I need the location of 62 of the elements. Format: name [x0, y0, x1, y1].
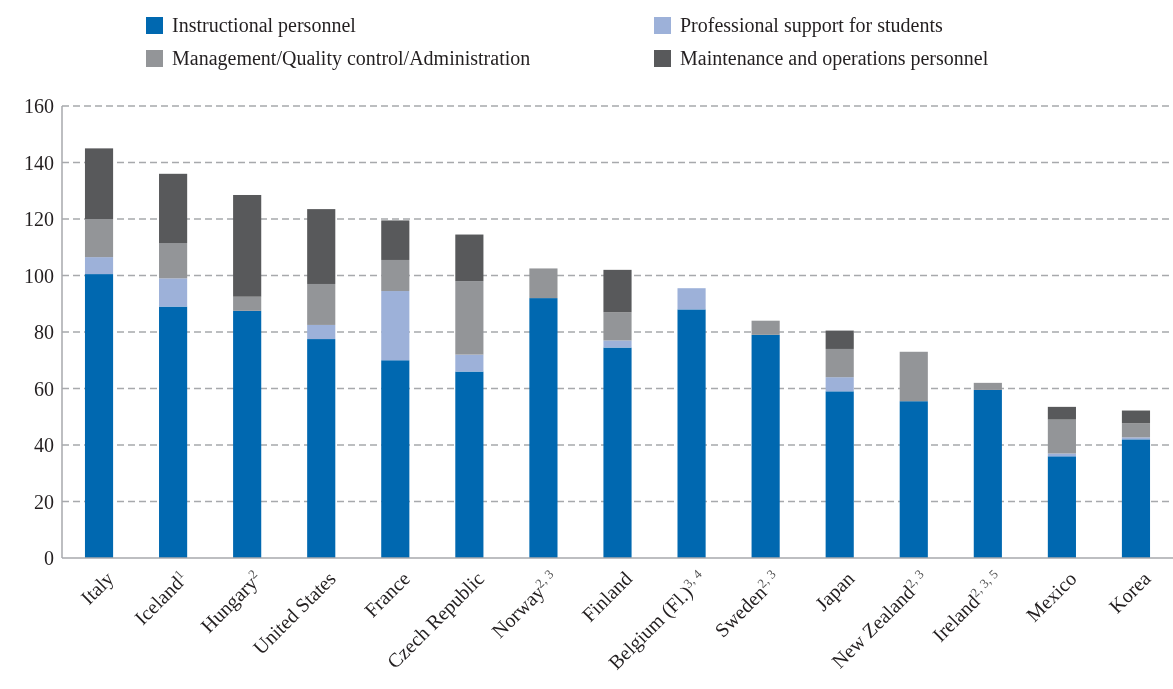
bar: [84, 148, 114, 219]
bar: [455, 234, 484, 282]
bar: [307, 339, 336, 558]
bar: [1047, 419, 1076, 454]
bar: [455, 281, 484, 355]
bar: [751, 320, 780, 335]
legend-label: Instructional personnel: [172, 14, 357, 37]
bar: [455, 354, 484, 372]
bar: [1047, 456, 1076, 558]
bar: [825, 330, 854, 349]
bar: [677, 309, 706, 558]
y-tick-label: 60: [34, 377, 54, 400]
bar: [973, 382, 1002, 390]
bar: [307, 209, 336, 284]
bar: [381, 259, 410, 292]
bar: [1121, 439, 1151, 558]
bar: [159, 243, 188, 279]
y-tick-label: 80: [34, 321, 54, 343]
bar: [159, 173, 188, 244]
bar: [529, 298, 558, 558]
bar: [159, 278, 188, 307]
y-tick-label: 120: [24, 208, 54, 230]
x-tick-label: Italy: [76, 567, 119, 610]
legend-label: Maintenance and operations personnel: [680, 47, 989, 70]
bar: [381, 291, 410, 361]
bar: [84, 219, 114, 258]
bar: [307, 283, 336, 325]
bar: [825, 391, 854, 558]
bar: [233, 310, 262, 558]
bar: [1047, 406, 1076, 420]
bar: [603, 340, 632, 348]
bar: [455, 371, 484, 558]
bar: [603, 312, 632, 341]
bar: [381, 220, 410, 260]
bar: [307, 324, 336, 340]
bar: [1121, 423, 1151, 438]
y-tick-label: 160: [24, 95, 54, 117]
bar: [159, 306, 188, 558]
bar: [603, 347, 632, 558]
bar: [899, 351, 928, 402]
bar: [1121, 410, 1151, 424]
y-tick-label: 140: [24, 151, 54, 174]
bar: [825, 377, 854, 392]
bar: [899, 401, 928, 558]
legend-label: Management/Quality control/Administration: [172, 47, 531, 70]
bar: [603, 269, 632, 313]
bar: [751, 334, 780, 558]
y-tick-label: 20: [34, 490, 54, 513]
bar: [677, 288, 706, 310]
y-tick-label: 100: [24, 264, 54, 287]
bar: [84, 257, 114, 275]
y-tick-label: 40: [34, 434, 54, 456]
bar: [84, 274, 114, 558]
bar: [825, 348, 854, 378]
bar: [233, 194, 262, 297]
bar: [1047, 453, 1076, 457]
y-tick-label: 0: [44, 547, 54, 569]
bar: [529, 268, 558, 299]
bar: [233, 296, 262, 311]
bar: [381, 360, 410, 558]
bar: [973, 389, 1002, 558]
legend-label: Professional support for students: [680, 14, 943, 37]
